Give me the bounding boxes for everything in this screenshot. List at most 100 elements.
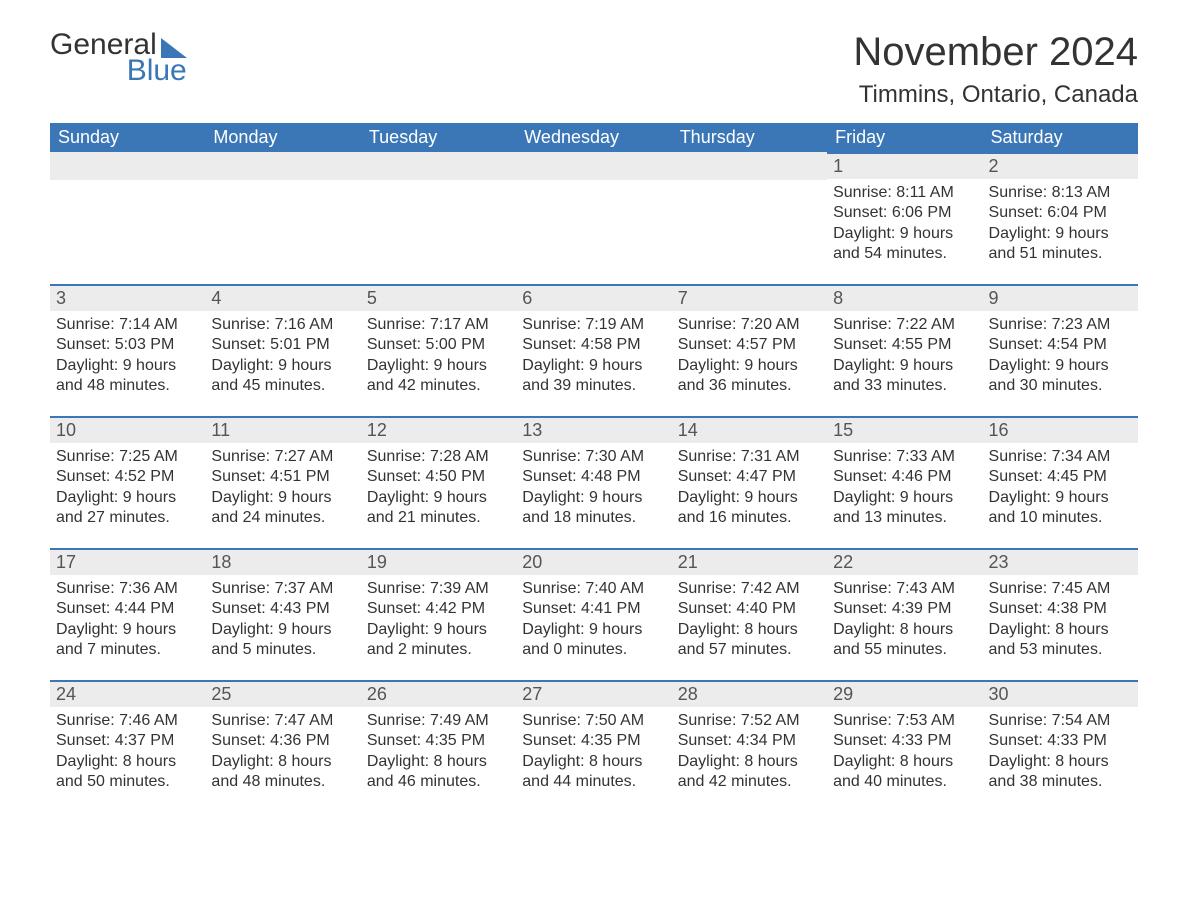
- weekday-header: Sunday: [50, 123, 205, 152]
- day-details: Sunrise: 7:16 AMSunset: 5:01 PMDaylight:…: [205, 311, 360, 401]
- empty-day-header: [361, 152, 516, 180]
- calendar-body: 1Sunrise: 8:11 AMSunset: 6:06 PMDaylight…: [50, 152, 1138, 812]
- day-details: Sunrise: 7:54 AMSunset: 4:33 PMDaylight:…: [983, 707, 1138, 797]
- calendar-day: 22Sunrise: 7:43 AMSunset: 4:39 PMDayligh…: [827, 548, 982, 680]
- day-number: 25: [205, 680, 360, 707]
- calendar-day: 9Sunrise: 7:23 AMSunset: 4:54 PMDaylight…: [983, 284, 1138, 416]
- calendar-day: 18Sunrise: 7:37 AMSunset: 4:43 PMDayligh…: [205, 548, 360, 680]
- day-number: 5: [361, 284, 516, 311]
- day-details: Sunrise: 7:43 AMSunset: 4:39 PMDaylight:…: [827, 575, 982, 665]
- calendar-day: 27Sunrise: 7:50 AMSunset: 4:35 PMDayligh…: [516, 680, 671, 812]
- weekday-header: Saturday: [983, 123, 1138, 152]
- day-number: 24: [50, 680, 205, 707]
- day-details: Sunrise: 7:40 AMSunset: 4:41 PMDaylight:…: [516, 575, 671, 665]
- day-details: Sunrise: 7:42 AMSunset: 4:40 PMDaylight:…: [672, 575, 827, 665]
- calendar-row: 3Sunrise: 7:14 AMSunset: 5:03 PMDaylight…: [50, 284, 1138, 416]
- brand-word2: Blue: [118, 56, 187, 86]
- weekday-header: Monday: [205, 123, 360, 152]
- calendar-day: 25Sunrise: 7:47 AMSunset: 4:36 PMDayligh…: [205, 680, 360, 812]
- calendar-row: 17Sunrise: 7:36 AMSunset: 4:44 PMDayligh…: [50, 548, 1138, 680]
- day-details: Sunrise: 7:47 AMSunset: 4:36 PMDaylight:…: [205, 707, 360, 797]
- day-details: Sunrise: 7:49 AMSunset: 4:35 PMDaylight:…: [361, 707, 516, 797]
- calendar-empty: [516, 152, 671, 284]
- empty-day-header: [205, 152, 360, 180]
- day-number: 19: [361, 548, 516, 575]
- day-details: Sunrise: 7:27 AMSunset: 4:51 PMDaylight:…: [205, 443, 360, 533]
- calendar-day: 17Sunrise: 7:36 AMSunset: 4:44 PMDayligh…: [50, 548, 205, 680]
- calendar-day: 30Sunrise: 7:54 AMSunset: 4:33 PMDayligh…: [983, 680, 1138, 812]
- calendar-empty: [50, 152, 205, 284]
- day-number: 7: [672, 284, 827, 311]
- title-block: November 2024 Timmins, Ontario, Canada: [853, 30, 1138, 119]
- day-details: Sunrise: 7:46 AMSunset: 4:37 PMDaylight:…: [50, 707, 205, 797]
- header: General Blue November 2024 Timmins, Onta…: [50, 30, 1138, 119]
- calendar-day: 16Sunrise: 7:34 AMSunset: 4:45 PMDayligh…: [983, 416, 1138, 548]
- day-number: 1: [827, 152, 982, 179]
- brand-logo: General Blue: [50, 30, 187, 86]
- empty-day-header: [516, 152, 671, 180]
- day-details: Sunrise: 7:52 AMSunset: 4:34 PMDaylight:…: [672, 707, 827, 797]
- calendar-empty: [672, 152, 827, 284]
- day-number: 6: [516, 284, 671, 311]
- location: Timmins, Ontario, Canada: [853, 81, 1138, 109]
- calendar-day: 13Sunrise: 7:30 AMSunset: 4:48 PMDayligh…: [516, 416, 671, 548]
- day-number: 14: [672, 416, 827, 443]
- weekday-header: Wednesday: [516, 123, 671, 152]
- day-number: 2: [983, 152, 1138, 179]
- empty-day-header: [50, 152, 205, 180]
- calendar-day: 1Sunrise: 8:11 AMSunset: 6:06 PMDaylight…: [827, 152, 982, 284]
- day-details: Sunrise: 7:17 AMSunset: 5:00 PMDaylight:…: [361, 311, 516, 401]
- day-number: 22: [827, 548, 982, 575]
- day-details: Sunrise: 7:45 AMSunset: 4:38 PMDaylight:…: [983, 575, 1138, 665]
- calendar-empty: [361, 152, 516, 284]
- calendar-empty: [205, 152, 360, 284]
- day-details: Sunrise: 7:53 AMSunset: 4:33 PMDaylight:…: [827, 707, 982, 797]
- day-number: 17: [50, 548, 205, 575]
- day-number: 27: [516, 680, 671, 707]
- weekday-header: Friday: [827, 123, 982, 152]
- day-details: Sunrise: 7:23 AMSunset: 4:54 PMDaylight:…: [983, 311, 1138, 401]
- calendar-row: 10Sunrise: 7:25 AMSunset: 4:52 PMDayligh…: [50, 416, 1138, 548]
- calendar-day: 24Sunrise: 7:46 AMSunset: 4:37 PMDayligh…: [50, 680, 205, 812]
- day-number: 26: [361, 680, 516, 707]
- calendar-day: 12Sunrise: 7:28 AMSunset: 4:50 PMDayligh…: [361, 416, 516, 548]
- calendar-day: 15Sunrise: 7:33 AMSunset: 4:46 PMDayligh…: [827, 416, 982, 548]
- day-number: 18: [205, 548, 360, 575]
- calendar-day: 3Sunrise: 7:14 AMSunset: 5:03 PMDaylight…: [50, 284, 205, 416]
- day-number: 21: [672, 548, 827, 575]
- day-number: 4: [205, 284, 360, 311]
- day-number: 15: [827, 416, 982, 443]
- calendar-day: 26Sunrise: 7:49 AMSunset: 4:35 PMDayligh…: [361, 680, 516, 812]
- calendar-day: 10Sunrise: 7:25 AMSunset: 4:52 PMDayligh…: [50, 416, 205, 548]
- calendar-day: 8Sunrise: 7:22 AMSunset: 4:55 PMDaylight…: [827, 284, 982, 416]
- day-number: 28: [672, 680, 827, 707]
- day-details: Sunrise: 7:22 AMSunset: 4:55 PMDaylight:…: [827, 311, 982, 401]
- day-number: 11: [205, 416, 360, 443]
- day-number: 12: [361, 416, 516, 443]
- day-details: Sunrise: 7:28 AMSunset: 4:50 PMDaylight:…: [361, 443, 516, 533]
- day-details: Sunrise: 7:37 AMSunset: 4:43 PMDaylight:…: [205, 575, 360, 665]
- day-number: 10: [50, 416, 205, 443]
- day-details: Sunrise: 7:19 AMSunset: 4:58 PMDaylight:…: [516, 311, 671, 401]
- day-number: 23: [983, 548, 1138, 575]
- calendar-day: 4Sunrise: 7:16 AMSunset: 5:01 PMDaylight…: [205, 284, 360, 416]
- day-details: Sunrise: 7:36 AMSunset: 4:44 PMDaylight:…: [50, 575, 205, 665]
- day-details: Sunrise: 8:11 AMSunset: 6:06 PMDaylight:…: [827, 179, 982, 269]
- calendar-row: 1Sunrise: 8:11 AMSunset: 6:06 PMDaylight…: [50, 152, 1138, 284]
- calendar-day: 23Sunrise: 7:45 AMSunset: 4:38 PMDayligh…: [983, 548, 1138, 680]
- calendar-day: 2Sunrise: 8:13 AMSunset: 6:04 PMDaylight…: [983, 152, 1138, 284]
- day-number: 20: [516, 548, 671, 575]
- day-number: 29: [827, 680, 982, 707]
- day-number: 9: [983, 284, 1138, 311]
- day-details: Sunrise: 7:14 AMSunset: 5:03 PMDaylight:…: [50, 311, 205, 401]
- day-number: 8: [827, 284, 982, 311]
- calendar-day: 14Sunrise: 7:31 AMSunset: 4:47 PMDayligh…: [672, 416, 827, 548]
- calendar-day: 19Sunrise: 7:39 AMSunset: 4:42 PMDayligh…: [361, 548, 516, 680]
- day-details: Sunrise: 7:30 AMSunset: 4:48 PMDaylight:…: [516, 443, 671, 533]
- day-details: Sunrise: 7:33 AMSunset: 4:46 PMDaylight:…: [827, 443, 982, 533]
- calendar-day: 5Sunrise: 7:17 AMSunset: 5:00 PMDaylight…: [361, 284, 516, 416]
- month-title: November 2024: [853, 30, 1138, 75]
- day-details: Sunrise: 7:50 AMSunset: 4:35 PMDaylight:…: [516, 707, 671, 797]
- day-number: 13: [516, 416, 671, 443]
- day-details: Sunrise: 7:39 AMSunset: 4:42 PMDaylight:…: [361, 575, 516, 665]
